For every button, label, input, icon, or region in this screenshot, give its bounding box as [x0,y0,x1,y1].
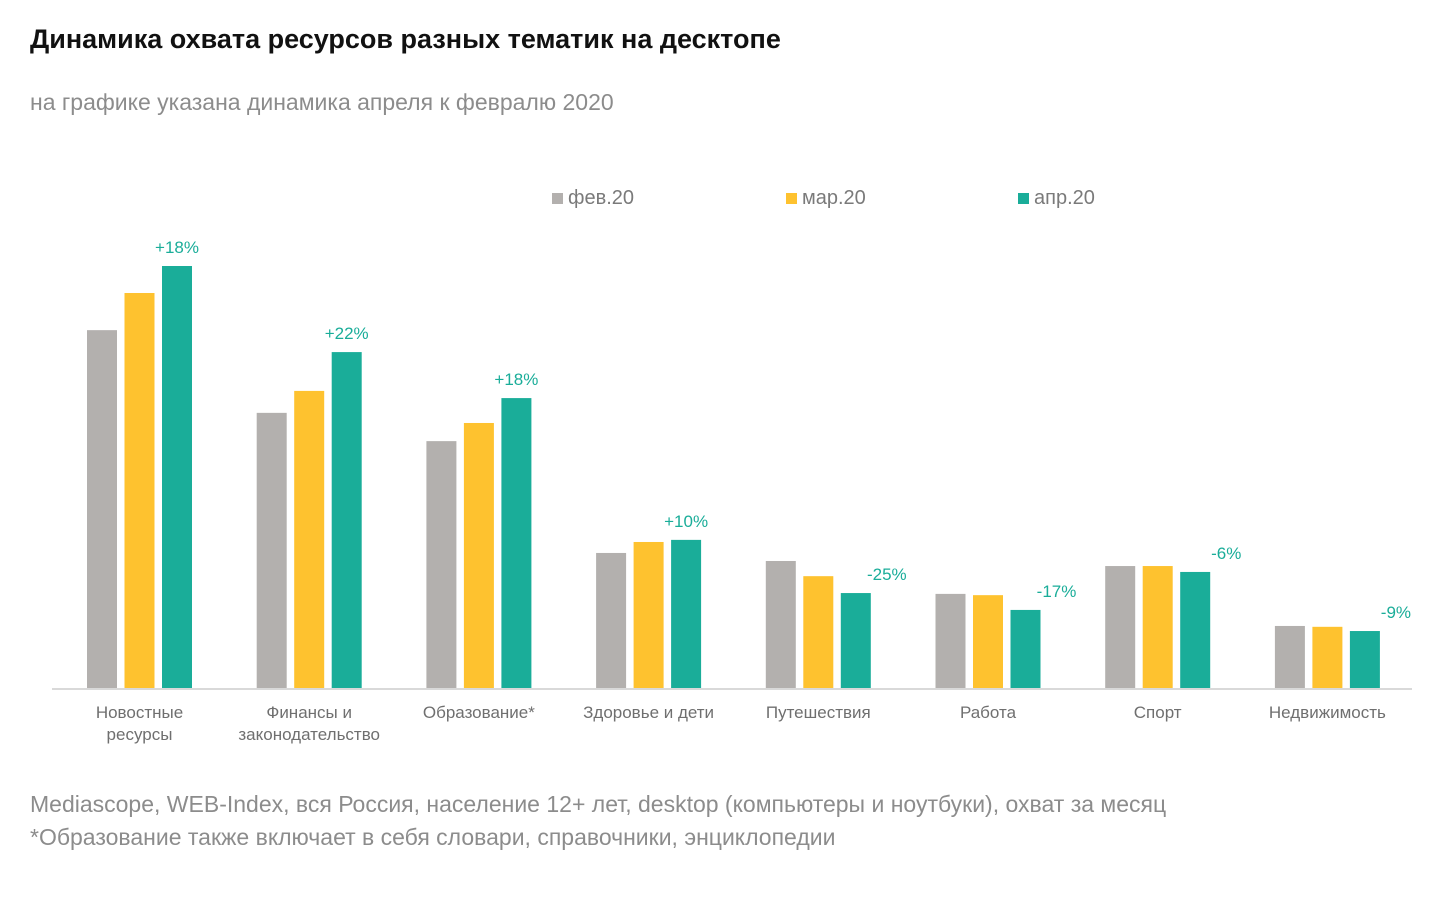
category-label: Образование* [423,703,535,722]
category-label: законодательство [238,725,380,744]
bar-apr [501,398,532,688]
legend-label-mar: мар.20 [802,187,866,209]
category-label: Финансы и [266,703,352,722]
category-label: Новостные [96,703,183,722]
data-label: +18% [494,370,538,389]
legend-label-apr: апр.20 [1034,187,1095,209]
category-label: Спорт [1134,703,1182,722]
data-label: -9% [1381,603,1411,622]
bar-mar [973,595,1003,688]
category-label: ресурсы [107,725,173,744]
legend-swatch-feb [552,193,563,204]
footer: Mediascope, WEB-Index, вся Россия, насел… [30,788,1166,854]
bar-feb [1105,566,1136,688]
legend-item-apr: апр.20 [1018,187,1095,210]
data-label: -6% [1211,544,1241,563]
bar-feb [87,330,117,688]
footnote: *Образование также включает в себя слова… [30,824,836,850]
legend-item-mar: мар.20 [786,187,866,210]
chart-subtitle: на графике указана динамика апреля к фев… [30,89,614,115]
chart-title: Динамика охвата ресурсов разных тематик … [30,24,781,54]
bar-mar [633,541,664,688]
data-label: +22% [325,324,369,343]
category-label: Недвижимость [1269,703,1386,722]
legend: фев.20 мар.20 апр.20 [0,187,1455,213]
category-label: Путешествия [766,703,871,722]
legend-label-feb: фев.20 [568,187,635,209]
data-label: +18% [155,238,199,257]
bar-apr [840,593,871,688]
bar-feb [765,560,796,688]
bar-mar [124,293,155,688]
bar-mar [1312,626,1343,688]
bar-feb [426,441,457,688]
legend-swatch-apr [1018,193,1029,204]
bar-feb [596,552,627,688]
bar-mar [1142,566,1173,688]
source-note: Mediascope, WEB-Index, вся Россия, насел… [30,791,1167,817]
data-label: +10% [664,512,708,531]
bar-apr [1180,571,1211,688]
bar-apr [162,266,192,688]
category-label: Здоровье и дети [583,703,714,722]
data-label: -17% [1037,582,1077,601]
bar-apr [671,539,702,688]
data-label: -25% [867,565,907,584]
bar-mar [803,576,834,688]
bar-apr [1349,631,1380,688]
bar-feb [935,593,966,688]
bar-feb [256,412,287,688]
bar-apr [1010,609,1041,688]
bar-apr [331,352,362,688]
bar-mar [463,422,494,688]
bar-feb [1274,625,1305,688]
category-label: Работа [960,703,1017,722]
legend-item-feb: фев.20 [552,187,634,210]
legend-swatch-mar [786,193,797,204]
bar-mar [294,390,325,688]
